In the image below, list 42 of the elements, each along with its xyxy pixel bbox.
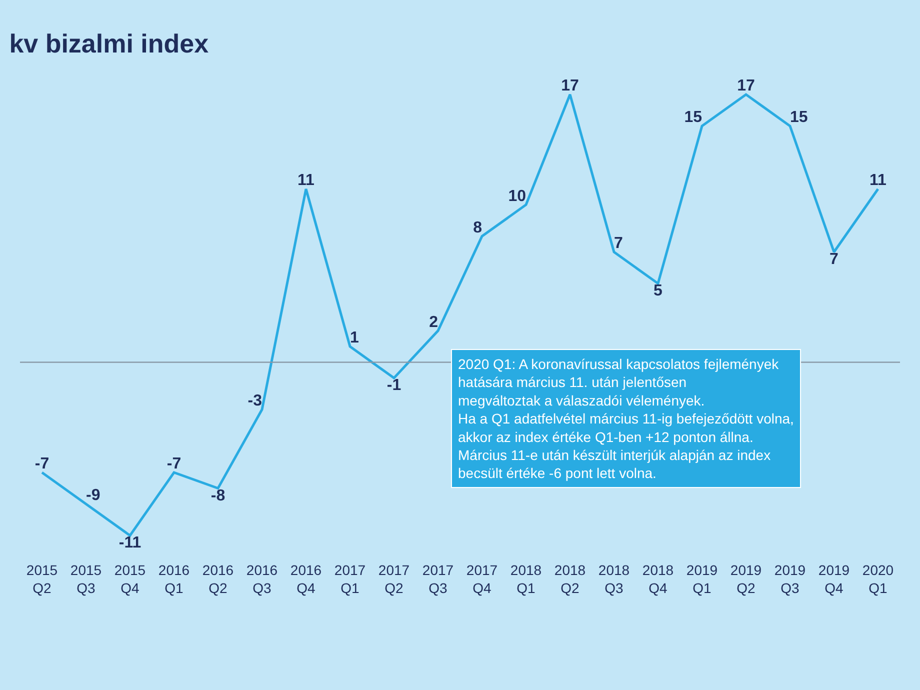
data-label: 7 — [614, 235, 623, 252]
x-tick-label: 2015 Q2 — [26, 562, 58, 596]
x-tick-label: 2017 Q1 — [334, 562, 366, 596]
data-label: 17 — [561, 78, 579, 94]
data-label: -7 — [34, 456, 50, 472]
x-tick-label: 2018 Q2 — [554, 562, 586, 596]
data-label: 11 — [870, 172, 887, 189]
x-tick-label: 2017 Q2 — [378, 562, 410, 596]
x-tick-label: 2016 Q1 — [158, 562, 190, 596]
x-tick-label: 2017 Q3 — [422, 562, 454, 596]
x-tick-label: 2019 Q2 — [730, 562, 762, 596]
data-label: -11 — [118, 534, 142, 552]
x-tick-label: 2018 Q3 — [598, 562, 630, 596]
x-tick-label: 2016 Q2 — [202, 562, 234, 596]
data-label: 11 — [298, 172, 315, 189]
data-label: -3 — [248, 392, 262, 410]
x-tick-label: 2015 Q3 — [70, 562, 102, 596]
x-tick-label: 2017 Q4 — [466, 562, 498, 596]
x-tick-label: 2016 Q3 — [246, 562, 278, 596]
data-label: 1 — [350, 330, 359, 346]
chart-title: kv bizalmi index — [9, 28, 210, 59]
data-label: 5 — [654, 282, 663, 300]
x-tick-label: 2018 Q4 — [642, 562, 674, 596]
x-tick-label: 2019 Q4 — [818, 562, 850, 596]
x-tick-label: 2020 Q1 — [862, 562, 894, 596]
x-tick-label: 2016 Q4 — [290, 562, 322, 596]
x-tick-label: 2015 Q4 — [114, 562, 146, 596]
x-tick-label: 2018 Q1 — [510, 562, 542, 596]
data-label: -8 — [210, 487, 226, 504]
data-label: 8 — [473, 219, 482, 236]
data-label: -9 — [86, 487, 100, 504]
data-label: -1 — [386, 377, 402, 394]
data-label: 15 — [790, 109, 808, 126]
x-tick-label: 2019 Q1 — [686, 562, 718, 596]
data-label: 2 — [429, 314, 438, 331]
x-tick-label: 2019 Q3 — [774, 562, 806, 596]
data-label: 17 — [737, 78, 755, 94]
data-label: 15 — [684, 109, 702, 126]
annotation: 2020 Q1: A koronavírussal kapcsolatos fejlemények hatására március 11. után jelentősen megváltoztak a válaszadói vélemények. Ha a Q1 adatfelvétel március 11-ig befejeződött volna, akkor az index értéke Q1-ben +12 ponton állna. Március 11-e után készült interjúk alapján az index becsült értéke -6 pont lett volna. — [458, 356, 794, 482]
data-label: -7 — [166, 456, 182, 472]
data-label: 7 — [830, 251, 839, 268]
data-label: 10 — [508, 188, 526, 205]
